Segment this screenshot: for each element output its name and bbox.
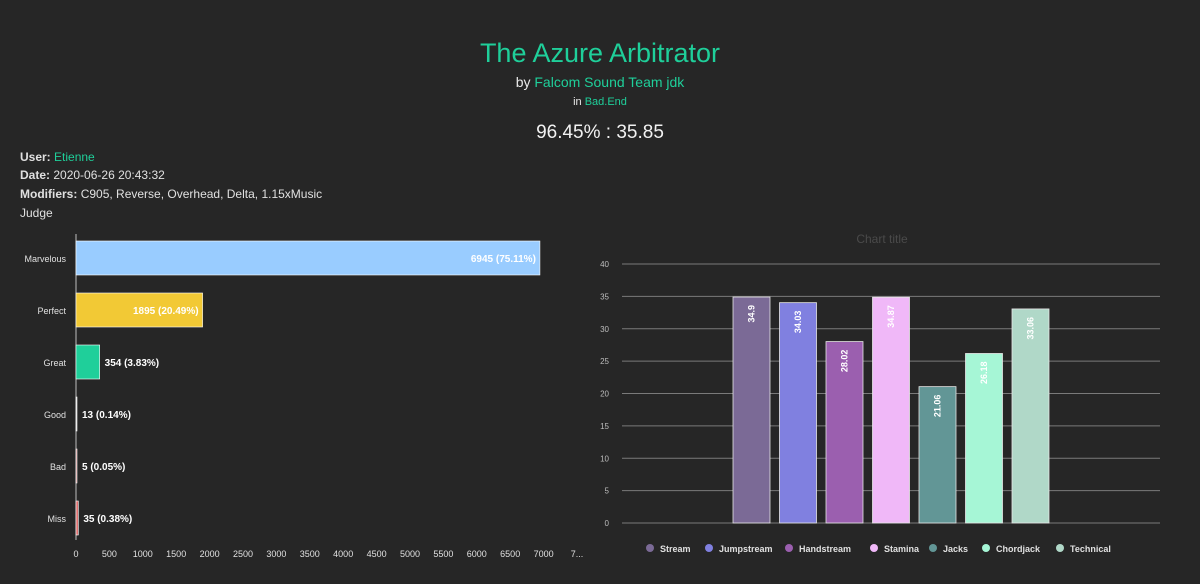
pack-link[interactable]: Bad.End <box>584 96 627 108</box>
x-tick-label: 3000 <box>266 549 286 559</box>
y-tick-label: 5 <box>605 487 610 496</box>
legend-marker <box>929 544 937 552</box>
category-label: Miss <box>48 514 67 524</box>
pack-line: in Bad.End <box>0 96 1200 108</box>
x-tick-label: 5000 <box>400 549 420 559</box>
user-label: User: <box>20 150 51 164</box>
modifiers-label: Modifiers: <box>20 187 78 201</box>
data-label: 34.03 <box>793 311 803 334</box>
legend-marker <box>1056 544 1064 552</box>
judgments-chart: Marvelous 6945 (75.11%) Perfect 1895 (20.49… <box>24 234 584 559</box>
data-label: 34.9 <box>747 305 757 323</box>
skillset-chart: Chart title 0 5 10 15 20 25 30 35 40 34.9 34.03 28.0… <box>600 232 1160 554</box>
user-row: User: Etienne <box>20 150 95 164</box>
data-label: 21.06 <box>933 395 943 418</box>
skillset-bar <box>965 353 1003 524</box>
judgment-bar <box>75 240 541 276</box>
data-label: 34.87 <box>886 305 896 328</box>
judgment-bar <box>75 500 79 536</box>
x-tick-label: 4500 <box>367 549 387 559</box>
data-label: 1895 (20.49%) <box>133 306 199 317</box>
x-tick-label: 1500 <box>166 549 186 559</box>
legend-label: Jacks <box>943 544 968 554</box>
data-label: 5 (0.05%) <box>82 462 125 473</box>
judgment-bar <box>75 448 78 484</box>
x-tick-label: 4000 <box>333 549 353 559</box>
y-tick-label: 40 <box>600 260 609 269</box>
modifiers-row: Modifiers: C905, Reverse, Overhead, Delt… <box>20 187 322 201</box>
data-label: 354 (3.83%) <box>105 358 159 369</box>
data-label: 33.06 <box>1026 317 1036 340</box>
legend-marker <box>982 544 990 552</box>
legend-label: Handstream <box>799 544 851 554</box>
skillset-bar <box>918 386 957 524</box>
legend-label: Stream <box>660 544 691 554</box>
x-tick-label: 7... <box>571 549 584 559</box>
legend-marker <box>705 544 713 552</box>
legend-marker <box>785 544 793 552</box>
y-tick-label: 10 <box>600 454 609 463</box>
skillset-bar <box>825 341 864 524</box>
skillset-bar <box>872 296 910 524</box>
song-title: The Azure Arbitrator <box>479 38 721 68</box>
category-label: Great <box>43 358 66 368</box>
judge-row: Judge <box>20 206 53 220</box>
legend-label: Jumpstream <box>719 544 773 554</box>
legend-label: Chordjack <box>996 544 1041 554</box>
category-label: Bad <box>50 462 66 472</box>
in-prefix: in <box>573 96 582 108</box>
x-tick-label: 7000 <box>534 549 554 559</box>
category-label: Good <box>44 410 66 420</box>
date-value: 2020-06-26 20:43:32 <box>53 168 165 182</box>
y-tick-label: 25 <box>600 357 609 366</box>
judgment-bar <box>75 396 78 432</box>
category-label: Perfect <box>37 306 66 316</box>
legend-label: Technical <box>1070 544 1111 554</box>
legend-marker <box>870 544 878 552</box>
x-tick-label: 2500 <box>233 549 253 559</box>
x-tick-label: 0 <box>73 549 78 559</box>
y-tick-label: 0 <box>605 519 610 528</box>
judgment-bar <box>75 344 100 380</box>
x-tick-label: 6500 <box>500 549 520 559</box>
data-label: 35 (0.38%) <box>83 514 132 525</box>
data-label: 6945 (75.11%) <box>471 254 536 265</box>
category-label: Marvelous <box>24 254 66 264</box>
user-link[interactable]: Etienne <box>54 150 95 164</box>
data-label: 28.02 <box>840 350 850 373</box>
judgment-bar <box>75 292 203 328</box>
skillset-bar <box>779 302 817 524</box>
chart-title: Chart title <box>856 232 908 246</box>
x-tick-label: 6000 <box>467 549 487 559</box>
date-row: Date: 2020-06-26 20:43:32 <box>20 168 165 182</box>
y-tick-label: 35 <box>600 292 609 301</box>
y-tick-label: 20 <box>600 390 609 399</box>
y-tick-label: 15 <box>600 422 609 431</box>
y-tick-label: 30 <box>600 325 609 334</box>
score-display: 96.45% : 35.85 <box>536 122 664 143</box>
x-tick-label: 1000 <box>133 549 153 559</box>
x-tick-label: 3500 <box>300 549 320 559</box>
date-label: Date: <box>20 168 51 182</box>
x-tick-label: 500 <box>102 549 117 559</box>
artist-line: by Falcom Sound Team jdk <box>0 74 1200 90</box>
by-prefix: by <box>515 74 531 90</box>
data-label: 13 (0.14%) <box>82 410 131 421</box>
data-label: 26.18 <box>979 361 989 384</box>
legend-label: Stamina <box>884 544 920 554</box>
skillset-bar <box>1011 308 1050 524</box>
modifiers-value: C905, Reverse, Overhead, Delta, 1.15xMus… <box>80 187 323 201</box>
artist-link[interactable]: Falcom Sound Team jdk <box>534 74 685 90</box>
legend-marker <box>646 544 654 552</box>
skillset-bar <box>732 296 771 524</box>
x-tick-label: 5500 <box>433 549 453 559</box>
x-tick-label: 2000 <box>200 549 220 559</box>
judge-label: Judge <box>20 206 53 220</box>
